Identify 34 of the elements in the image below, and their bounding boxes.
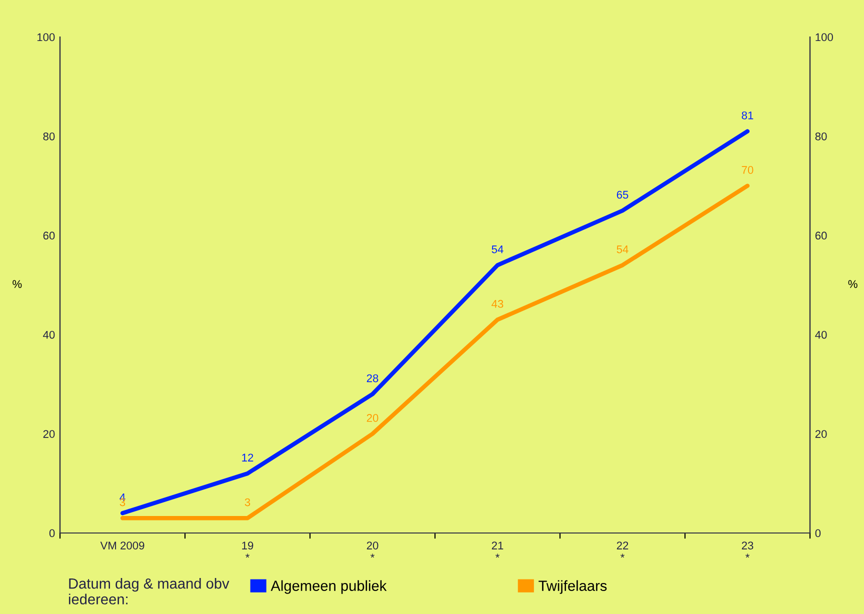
y-tick-label: 60: [43, 232, 55, 240]
y2-axis-title: %: [848, 280, 858, 288]
y-tick-label: 100: [37, 33, 55, 42]
y2-tick-label: 80: [815, 132, 827, 140]
y-tick-label: 80: [43, 132, 55, 140]
data-label: 65: [616, 190, 628, 199]
x-tick-label: 22 *: [616, 542, 628, 558]
x-tick-label: 21 *: [492, 542, 504, 558]
y2-tick-label: 40: [815, 330, 827, 339]
x-tick-label: VM 2009: [100, 542, 144, 550]
data-label: 20: [366, 414, 378, 422]
data-label: 43: [492, 300, 504, 308]
legend-label: Algemeen publiek: [270, 580, 387, 594]
data-label: 12: [242, 454, 254, 462]
y2-tick-label: 100: [816, 33, 833, 42]
data-label: 54: [492, 245, 504, 254]
data-label: 54: [616, 245, 628, 254]
data-label: 81: [742, 111, 754, 120]
x-tick-label: 19 *: [242, 542, 254, 558]
x-tick-label: 23 *: [742, 542, 754, 558]
line-series: [120, 184, 750, 520]
y-tick-label: 40: [43, 330, 55, 339]
legend-label: Twijfelaars: [538, 580, 607, 594]
y2-tick-label: 60: [815, 232, 827, 240]
y-tick-label: 20: [43, 430, 55, 438]
legend-title: Datum dag & maand obv iedereen:: [68, 578, 230, 604]
data-label: 3: [244, 498, 250, 506]
x-tick-label: 20 *: [366, 542, 378, 558]
y2-tick-label: 0: [815, 529, 821, 538]
y-axis-title: %: [12, 280, 22, 288]
y-tick-label: 0: [49, 529, 55, 538]
data-label: 70: [742, 166, 754, 174]
data-label: 28: [366, 374, 378, 382]
y2-tick-label: 20: [815, 430, 827, 438]
